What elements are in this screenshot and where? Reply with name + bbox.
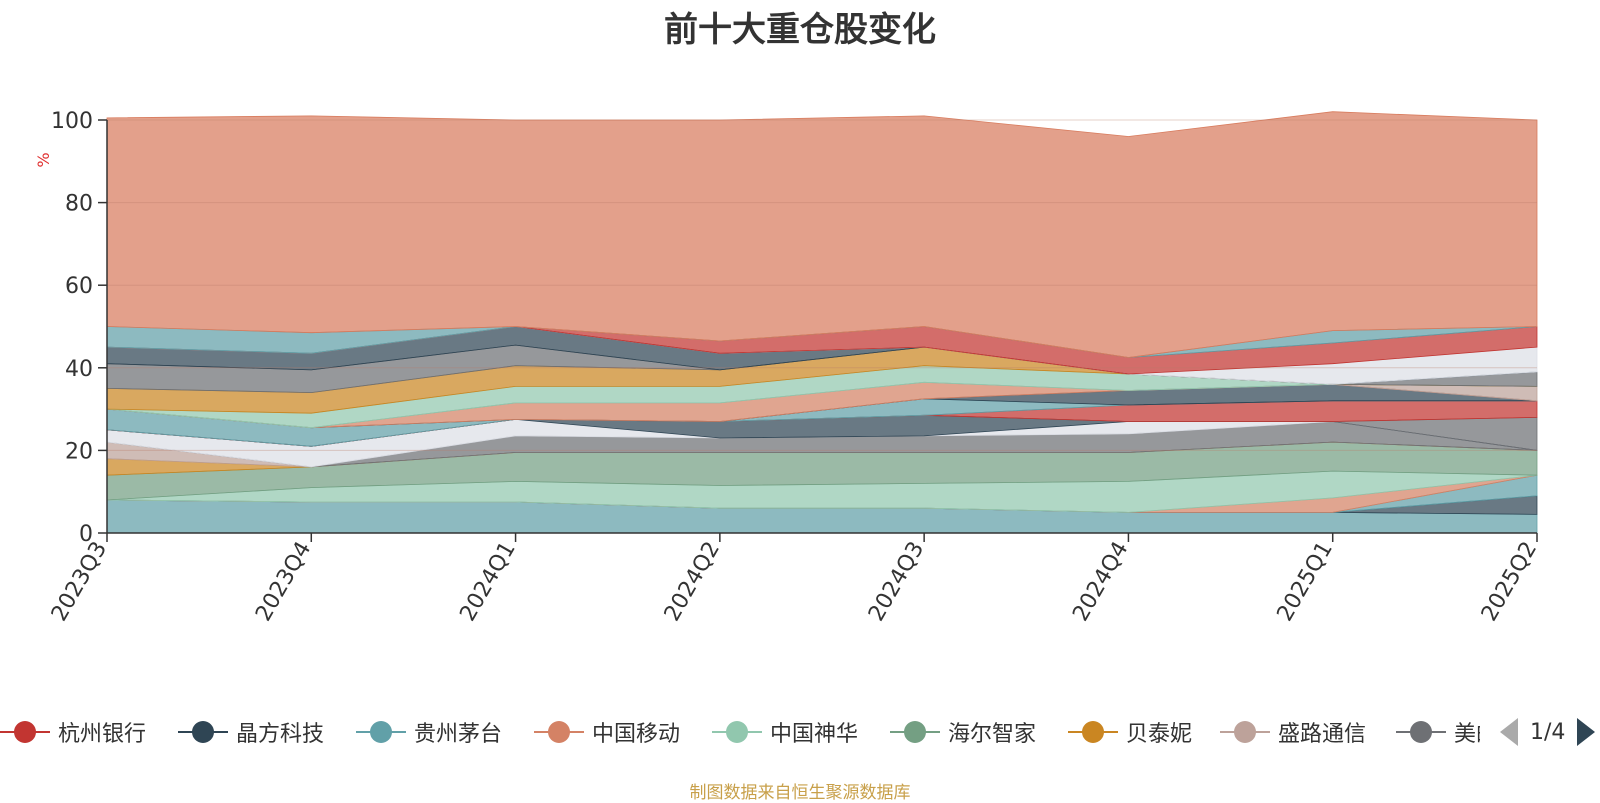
legend-marker-icon [0, 712, 50, 752]
y-tick-label: 20 [65, 439, 93, 464]
area-layer [106, 111, 1538, 358]
legend-marker-icon [1220, 712, 1270, 752]
legend-page-indicator: 1/4 [1530, 719, 1566, 745]
y-tick-label: 80 [65, 192, 93, 217]
legend-label: 中国神华 [770, 722, 859, 747]
area-layers [106, 111, 1538, 534]
x-tick-label: 2023Q4 [251, 538, 316, 626]
y-tick-label: 60 [65, 274, 93, 299]
chart-title: 前十大重仓股变化 [664, 10, 936, 50]
x-tick-label: 2024Q2 [660, 538, 725, 626]
legend: 杭州银行 晶方科技 贵州茅台 中国移动 中国神华 海尔智家 贝泰妮 盛路通信 美的 [0, 712, 1600, 752]
legend-pager: 1/4 [1500, 712, 1596, 752]
y-axis-unit-label: % [34, 152, 53, 167]
x-tick-label: 2024Q3 [864, 538, 929, 626]
legend-item[interactable]: 晶方科技 [178, 712, 324, 752]
legend-label: 晶方科技 [236, 722, 325, 747]
legend-marker-icon [1068, 712, 1118, 752]
legend-marker-icon [534, 712, 584, 752]
legend-item[interactable]: 贵州茅台 [356, 712, 502, 752]
y-tick-label: 100 [51, 109, 93, 134]
stacked-area-chart: 0 20 40 60 80 100 2023Q3 2023Q4 2024Q1 2024Q2 2024… [34, 109, 1542, 626]
legend-items: 杭州银行 晶方科技 贵州茅台 中国移动 中国神华 海尔智家 贝泰妮 盛路通信 美的 [0, 712, 1480, 752]
legend-label: 贝泰妮 [1126, 722, 1193, 747]
legend-item[interactable]: 美的 [1396, 712, 1480, 752]
legend-item[interactable]: 海尔智家 [890, 712, 1036, 752]
y-tick-label: 0 [79, 522, 93, 547]
source-note: 制图数据来自恒生聚源数据库 [689, 783, 911, 803]
y-tick-label: 40 [65, 357, 93, 382]
legend-label: 海尔智家 [948, 722, 1037, 747]
grid-lines [107, 119, 1537, 451]
legend-marker-icon [712, 712, 762, 752]
legend-marker-icon [890, 712, 940, 752]
legend-marker-icon [356, 712, 406, 752]
legend-label: 中国移动 [592, 722, 681, 747]
legend-item[interactable]: 贝泰妮 [1068, 712, 1192, 752]
legend-marker-icon [178, 712, 228, 752]
legend-marker-icon [1396, 712, 1446, 752]
x-tick-label: 2025Q2 [1477, 538, 1542, 626]
legend-prev-icon[interactable] [1500, 718, 1518, 746]
legend-item[interactable]: 盛路通信 [1220, 712, 1366, 752]
x-tick-label: 2024Q1 [455, 538, 520, 626]
legend-next-icon[interactable] [1577, 718, 1596, 746]
legend-item[interactable]: 杭州银行 [0, 712, 146, 752]
legend-item[interactable]: 中国神华 [712, 712, 858, 752]
x-tick-label: 2023Q3 [47, 538, 112, 626]
x-tick-label: 2025Q1 [1273, 538, 1338, 626]
legend-label: 杭州银行 [58, 722, 147, 747]
legend-item[interactable]: 中国移动 [534, 712, 680, 752]
legend-label: 美的 [1454, 722, 1480, 747]
legend-label: 盛路通信 [1278, 722, 1367, 747]
x-tick-label: 2024Q4 [1068, 538, 1133, 626]
legend-label: 贵州茅台 [414, 722, 503, 747]
